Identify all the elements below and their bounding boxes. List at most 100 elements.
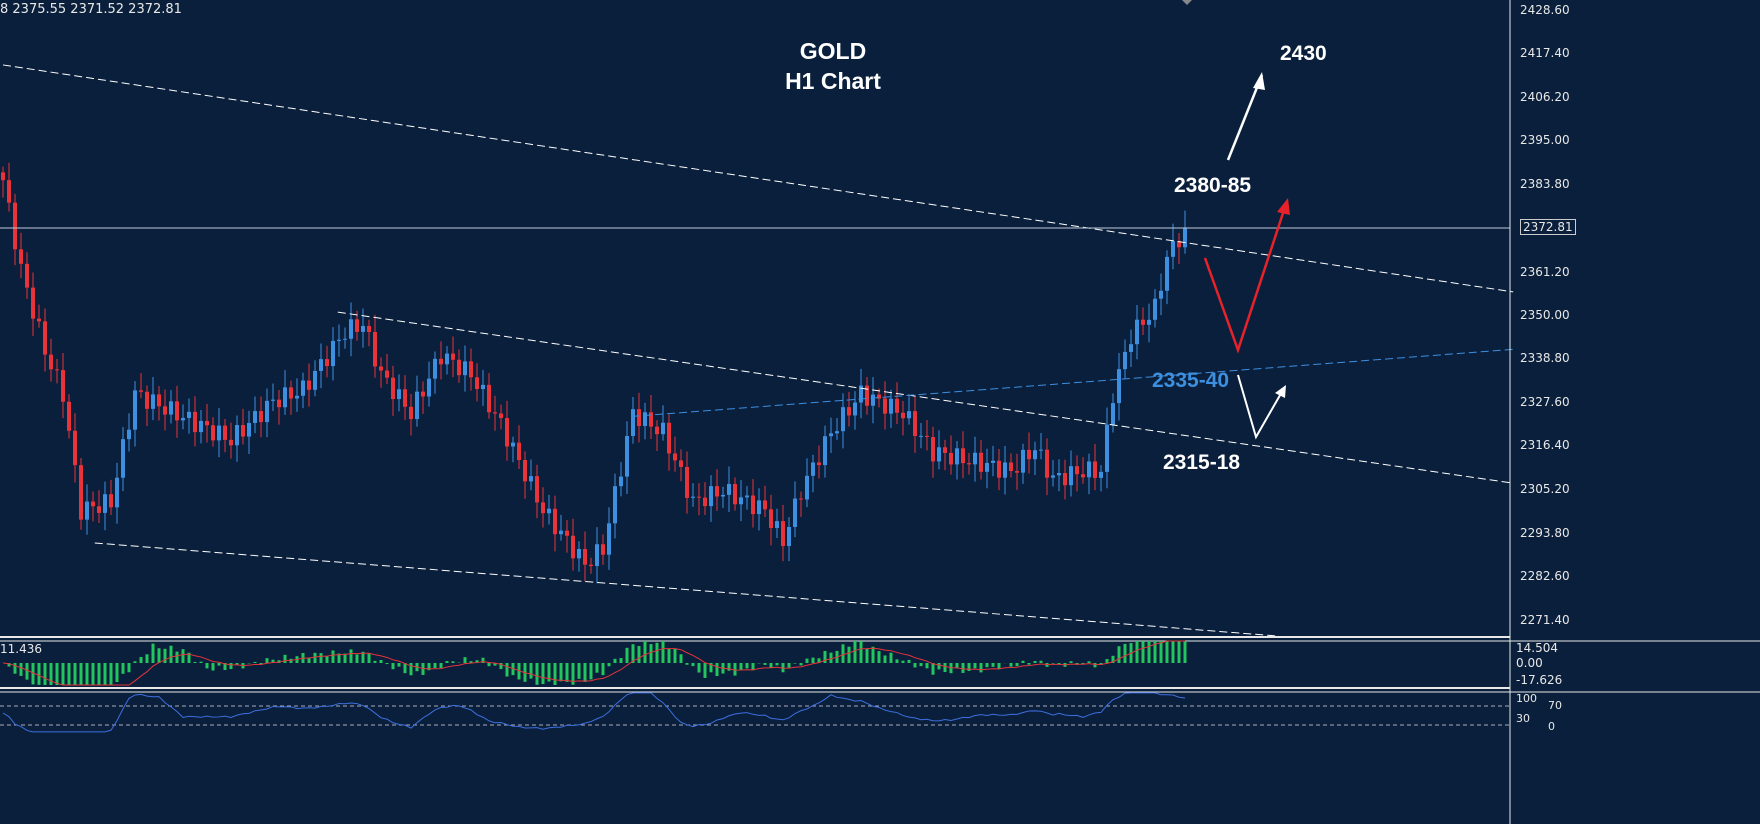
macd-bar [373, 660, 377, 663]
macd-bar [1081, 663, 1085, 664]
macd-bar [775, 663, 779, 666]
candle-body [511, 442, 515, 447]
candle-body [211, 425, 215, 441]
macd-bar [511, 663, 515, 676]
macd-bar [517, 663, 521, 680]
candle-body [655, 426, 659, 435]
macd-bar [889, 652, 893, 663]
macd-bar [643, 641, 647, 663]
candle-body [355, 319, 359, 332]
macd-bar [505, 663, 509, 677]
macd-bar [751, 663, 755, 671]
candle-body [295, 395, 299, 399]
candle-body [1153, 298, 1157, 320]
scroll-marker-icon[interactable] [1182, 0, 1192, 5]
candles [1, 162, 1187, 584]
macd-bar [73, 663, 77, 685]
candle-body [169, 401, 173, 415]
macd-bar [961, 663, 965, 673]
candle-body [385, 370, 389, 378]
macd-bar [1183, 641, 1187, 663]
macd-bar [403, 663, 407, 674]
candle-body [187, 411, 191, 418]
macd-bar [31, 663, 35, 685]
candle-body [145, 391, 149, 409]
macd-bar [313, 652, 317, 663]
red-arrow [1203, 203, 1288, 354]
macd-bar [829, 652, 833, 663]
candle-body [841, 407, 845, 432]
candle-body [721, 494, 725, 497]
macd-bar [559, 663, 563, 682]
candle-body [661, 422, 665, 435]
macd-bar [943, 663, 947, 673]
candle-body [553, 508, 557, 535]
candle-body [817, 462, 821, 466]
macd-bar [715, 663, 719, 677]
macd-bar [463, 657, 467, 663]
macd-bar [223, 663, 227, 671]
macd-bar [709, 663, 713, 673]
candle-body [175, 401, 179, 421]
candle-body [133, 390, 137, 430]
arrow-head [1277, 198, 1290, 215]
upper-resistance-line[interactable] [2, 64, 1514, 293]
macd-bar [625, 647, 629, 663]
macd-bar [817, 658, 821, 663]
candle-body [1075, 466, 1079, 475]
macd-bar [97, 663, 101, 685]
candle-body [415, 391, 419, 420]
price-tick: 2282.60 [1520, 569, 1570, 584]
macd-bar [655, 642, 659, 663]
candle-body [1123, 351, 1127, 370]
candle-body [781, 521, 785, 547]
candle-body [1135, 319, 1139, 345]
candle-body [163, 406, 167, 415]
price-tick: 2417.40 [1520, 46, 1570, 61]
macd-bar [265, 658, 269, 663]
candle-body [289, 387, 293, 399]
channel-bottom-line[interactable] [94, 542, 1279, 637]
candle-body [649, 412, 653, 427]
macd-bar [7, 663, 11, 667]
macd-bar [1159, 641, 1163, 663]
channel-top-line[interactable] [337, 311, 1514, 484]
candle-body [469, 361, 473, 378]
candle-body [217, 425, 221, 441]
candle-body [1159, 290, 1163, 299]
candle-body [73, 430, 77, 466]
macd-bar [337, 653, 341, 663]
candle-body [895, 398, 899, 413]
macd-bar [529, 663, 533, 679]
price-tick: 2350.00 [1520, 307, 1570, 322]
candle-body [1039, 449, 1043, 451]
macd-bar [973, 663, 977, 669]
candle-body [775, 521, 779, 528]
candle-body [277, 399, 281, 408]
macd-bar [787, 663, 791, 668]
macd-bar [547, 663, 551, 682]
rsi-line [2, 692, 1186, 733]
macd-bar [871, 646, 875, 663]
candle-body [1033, 450, 1037, 460]
candle-body [103, 494, 107, 513]
macd-bar [493, 663, 497, 666]
macd-bar [1051, 663, 1055, 664]
candle-body [823, 436, 827, 466]
candle-body [847, 407, 851, 416]
macd-bar [151, 643, 155, 663]
candle-body [349, 319, 353, 339]
candle-body [181, 417, 185, 421]
macd-bar [391, 663, 395, 670]
macd-bar [925, 663, 929, 669]
candle-body [1099, 471, 1103, 478]
candle-body [37, 318, 41, 322]
rsi-tick: 30 [1516, 712, 1530, 725]
macd-bar [799, 663, 803, 666]
support-blue-line[interactable] [631, 348, 1514, 417]
white-arrow-small [1237, 374, 1284, 440]
candle-body [1057, 473, 1061, 476]
candle-body [43, 321, 47, 355]
